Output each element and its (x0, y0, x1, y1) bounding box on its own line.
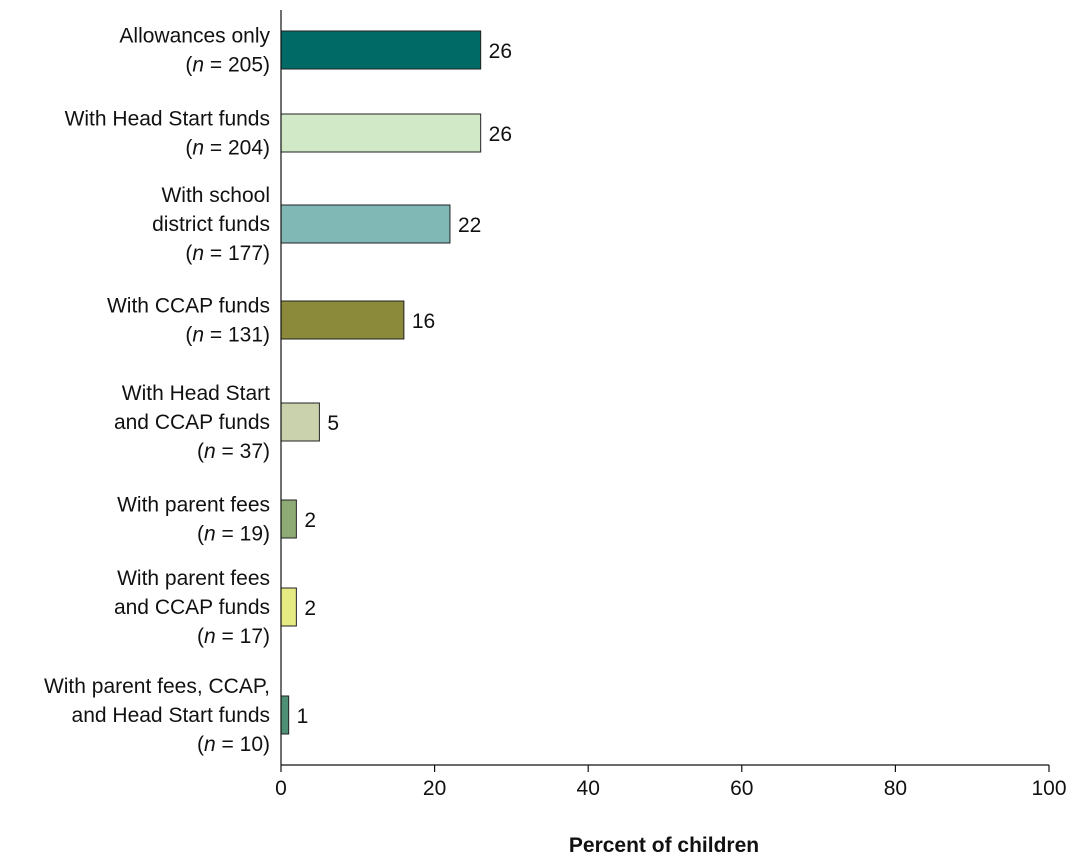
bar-value-label: 2 (304, 597, 316, 620)
bar (280, 30, 482, 70)
bar (280, 300, 405, 340)
bar (280, 587, 297, 627)
bar (280, 402, 320, 442)
bar-value-label: 22 (458, 214, 481, 237)
category-label: With parent fees (n = 19) (117, 494, 270, 546)
category-label: With Head Start funds (n = 204) (65, 108, 270, 160)
x-tick-label: 80 (884, 777, 907, 800)
x-tick-label: 20 (423, 777, 446, 800)
bar (280, 695, 290, 735)
category-label: With Head Start and CCAP funds (n = 37) (114, 382, 270, 463)
x-axis-ticks: 0 20 40 60 80 100 (275, 765, 1067, 800)
bar-value-label: 2 (304, 509, 316, 532)
bar (280, 499, 297, 539)
bar-value-label: 26 (489, 40, 512, 63)
bars-layer (280, 30, 482, 735)
x-axis-title: Percent of children (569, 834, 759, 857)
bar-value-label: 16 (412, 310, 435, 333)
x-tick-label: 0 (275, 777, 287, 800)
x-tick-label: 40 (577, 777, 600, 800)
bar-value-label: 5 (327, 412, 339, 435)
x-tick-label: 60 (730, 777, 753, 800)
bar (280, 204, 451, 244)
category-label: With parent fees and CCAP funds (n = 17) (114, 567, 270, 648)
x-tick-label: 100 (1031, 777, 1066, 800)
bar-value-label: 26 (489, 123, 512, 146)
bar-value-label: 1 (297, 705, 309, 728)
category-label: With CCAP funds (n = 131) (107, 295, 270, 347)
category-label: With school district funds (n = 177) (152, 184, 270, 265)
category-label: Allowances only (n = 205) (119, 25, 270, 77)
category-labels: Allowances only (n = 205) With Head Start … (44, 25, 271, 757)
bar (280, 113, 482, 153)
category-label: With parent fees, CCAP, and Head Start fu… (44, 675, 270, 756)
